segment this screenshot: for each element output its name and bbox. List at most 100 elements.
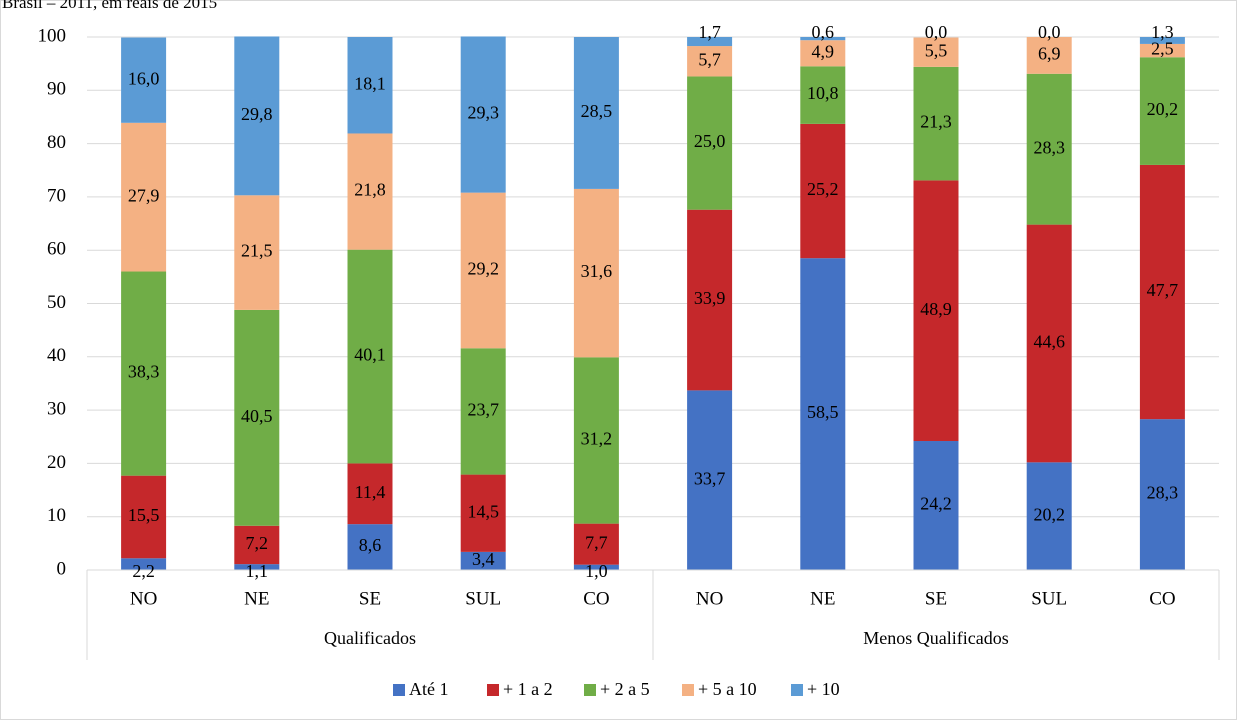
bar-segment bbox=[687, 209, 733, 391]
data-label: 33,7 bbox=[694, 468, 726, 488]
legend-swatch bbox=[487, 684, 499, 696]
bars bbox=[121, 36, 1185, 570]
data-label: 7,7 bbox=[585, 532, 608, 552]
x-tick-label: NE bbox=[244, 588, 269, 609]
bar-segment bbox=[1139, 164, 1185, 420]
legend: Até 1 + 1 a 2 + 2 a 5 + 5 a 10 + 10 bbox=[393, 679, 840, 699]
y-tick-label: 60 bbox=[47, 239, 66, 260]
legend-label: Até 1 bbox=[409, 679, 449, 699]
data-label: 11,4 bbox=[355, 482, 386, 502]
data-label: 40,1 bbox=[354, 345, 386, 365]
bar-segment bbox=[1026, 37, 1072, 74]
y-tick-label: 30 bbox=[47, 398, 66, 419]
bar-segment bbox=[800, 37, 846, 41]
data-label: 29,3 bbox=[467, 103, 499, 123]
bar-segment bbox=[573, 188, 619, 358]
bar-segment bbox=[347, 463, 393, 525]
data-label: 47,7 bbox=[1147, 280, 1179, 300]
data-label: 6,9 bbox=[1038, 44, 1061, 64]
axes: 0 10 20 30 40 50 60 70 80 90 100 NO NE SE SUL CO NO NE SE S… bbox=[38, 25, 1220, 660]
bar-segment bbox=[234, 36, 280, 196]
data-label: 18,1 bbox=[354, 73, 386, 93]
bar-segment bbox=[573, 357, 619, 524]
data-label: 24,2 bbox=[920, 494, 952, 514]
y-tick-label: 40 bbox=[47, 345, 66, 366]
bar-segment bbox=[234, 195, 280, 310]
legend-swatch bbox=[393, 684, 405, 696]
bar-segment bbox=[687, 390, 733, 570]
data-label: 20,2 bbox=[1033, 504, 1065, 524]
bar-segment bbox=[460, 348, 506, 475]
x-tick-label: SE bbox=[925, 588, 947, 609]
bar-segment bbox=[573, 564, 619, 570]
data-label: 25,0 bbox=[694, 131, 726, 151]
data-label: 29,8 bbox=[241, 104, 273, 124]
bar-segment bbox=[800, 40, 846, 67]
data-label: 21,8 bbox=[354, 180, 386, 200]
bar-segment bbox=[1139, 43, 1185, 58]
y-tick-label: 0 bbox=[57, 558, 67, 579]
bar-segment bbox=[347, 133, 393, 250]
data-label: 1,3 bbox=[1151, 22, 1174, 42]
bar-segment bbox=[121, 558, 167, 570]
bar-segment bbox=[1026, 73, 1072, 225]
bar-segment bbox=[121, 122, 167, 272]
legend-swatch bbox=[682, 684, 694, 696]
bar-segment bbox=[121, 37, 167, 123]
data-label: 31,2 bbox=[581, 429, 613, 449]
group-label: Menos Qualificados bbox=[863, 628, 1008, 648]
data-label: 33,9 bbox=[694, 288, 726, 308]
y-tick-label: 90 bbox=[47, 79, 66, 100]
y-tick-label: 70 bbox=[47, 185, 66, 206]
data-label: 44,6 bbox=[1033, 332, 1065, 352]
data-label: 0,0 bbox=[925, 22, 948, 42]
data-label: 29,2 bbox=[467, 259, 499, 279]
x-tick-label: NE bbox=[810, 588, 835, 609]
data-labels: 2,2 15,5 38,3 27,9 16,0 1,1 7,2 40,5 21,5 29,8 8,6… bbox=[128, 22, 1178, 581]
data-label: 5,7 bbox=[698, 49, 721, 69]
bar-segment bbox=[913, 180, 959, 442]
legend-label: + 1 a 2 bbox=[503, 679, 553, 699]
bar-segment bbox=[687, 46, 733, 77]
bar-segment bbox=[1139, 57, 1185, 165]
data-label: 8,6 bbox=[359, 535, 382, 555]
x-tick-label: NO bbox=[130, 588, 157, 609]
data-label: 15,5 bbox=[128, 505, 160, 525]
data-label: 20,2 bbox=[1147, 99, 1179, 119]
y-tick-label: 100 bbox=[38, 25, 67, 46]
group-label: Qualificados bbox=[324, 628, 416, 648]
bar-segment bbox=[573, 37, 619, 189]
data-label: 10,8 bbox=[807, 83, 839, 103]
data-label: 28,5 bbox=[581, 101, 613, 121]
x-tick-label: NO bbox=[696, 588, 723, 609]
bar-segment bbox=[800, 66, 846, 124]
data-label: 1,0 bbox=[585, 561, 608, 581]
y-tick-label: 80 bbox=[47, 132, 66, 153]
legend-swatch bbox=[584, 684, 596, 696]
bar-segment bbox=[460, 551, 506, 570]
data-label: 21,5 bbox=[241, 241, 273, 261]
bar-segment bbox=[1026, 224, 1072, 463]
x-tick-label: CO bbox=[1149, 588, 1175, 609]
data-label: 0,6 bbox=[812, 22, 835, 42]
y-tick-label: 10 bbox=[47, 505, 66, 526]
bar-segment bbox=[234, 309, 280, 526]
legend-swatch bbox=[791, 684, 803, 696]
x-tick-label: SUL bbox=[465, 588, 501, 609]
legend-label: + 5 a 10 bbox=[698, 679, 757, 699]
data-label: 1,7 bbox=[698, 22, 721, 42]
data-label: 3,4 bbox=[472, 549, 495, 569]
bar-segment bbox=[913, 37, 959, 67]
y-tick-label: 50 bbox=[47, 292, 66, 313]
x-tick-label: SUL bbox=[1031, 588, 1067, 609]
data-label: 21,3 bbox=[920, 112, 952, 132]
data-label: 2,5 bbox=[1151, 39, 1174, 59]
bar-segment bbox=[687, 37, 733, 47]
bar-segment bbox=[800, 123, 846, 259]
bar-segment bbox=[347, 249, 393, 464]
data-label: 48,9 bbox=[920, 299, 952, 319]
data-label: 28,3 bbox=[1033, 137, 1065, 157]
legend-label: + 2 a 5 bbox=[600, 679, 650, 699]
bar-segment bbox=[1026, 462, 1072, 570]
data-label: 1,1 bbox=[246, 561, 269, 581]
